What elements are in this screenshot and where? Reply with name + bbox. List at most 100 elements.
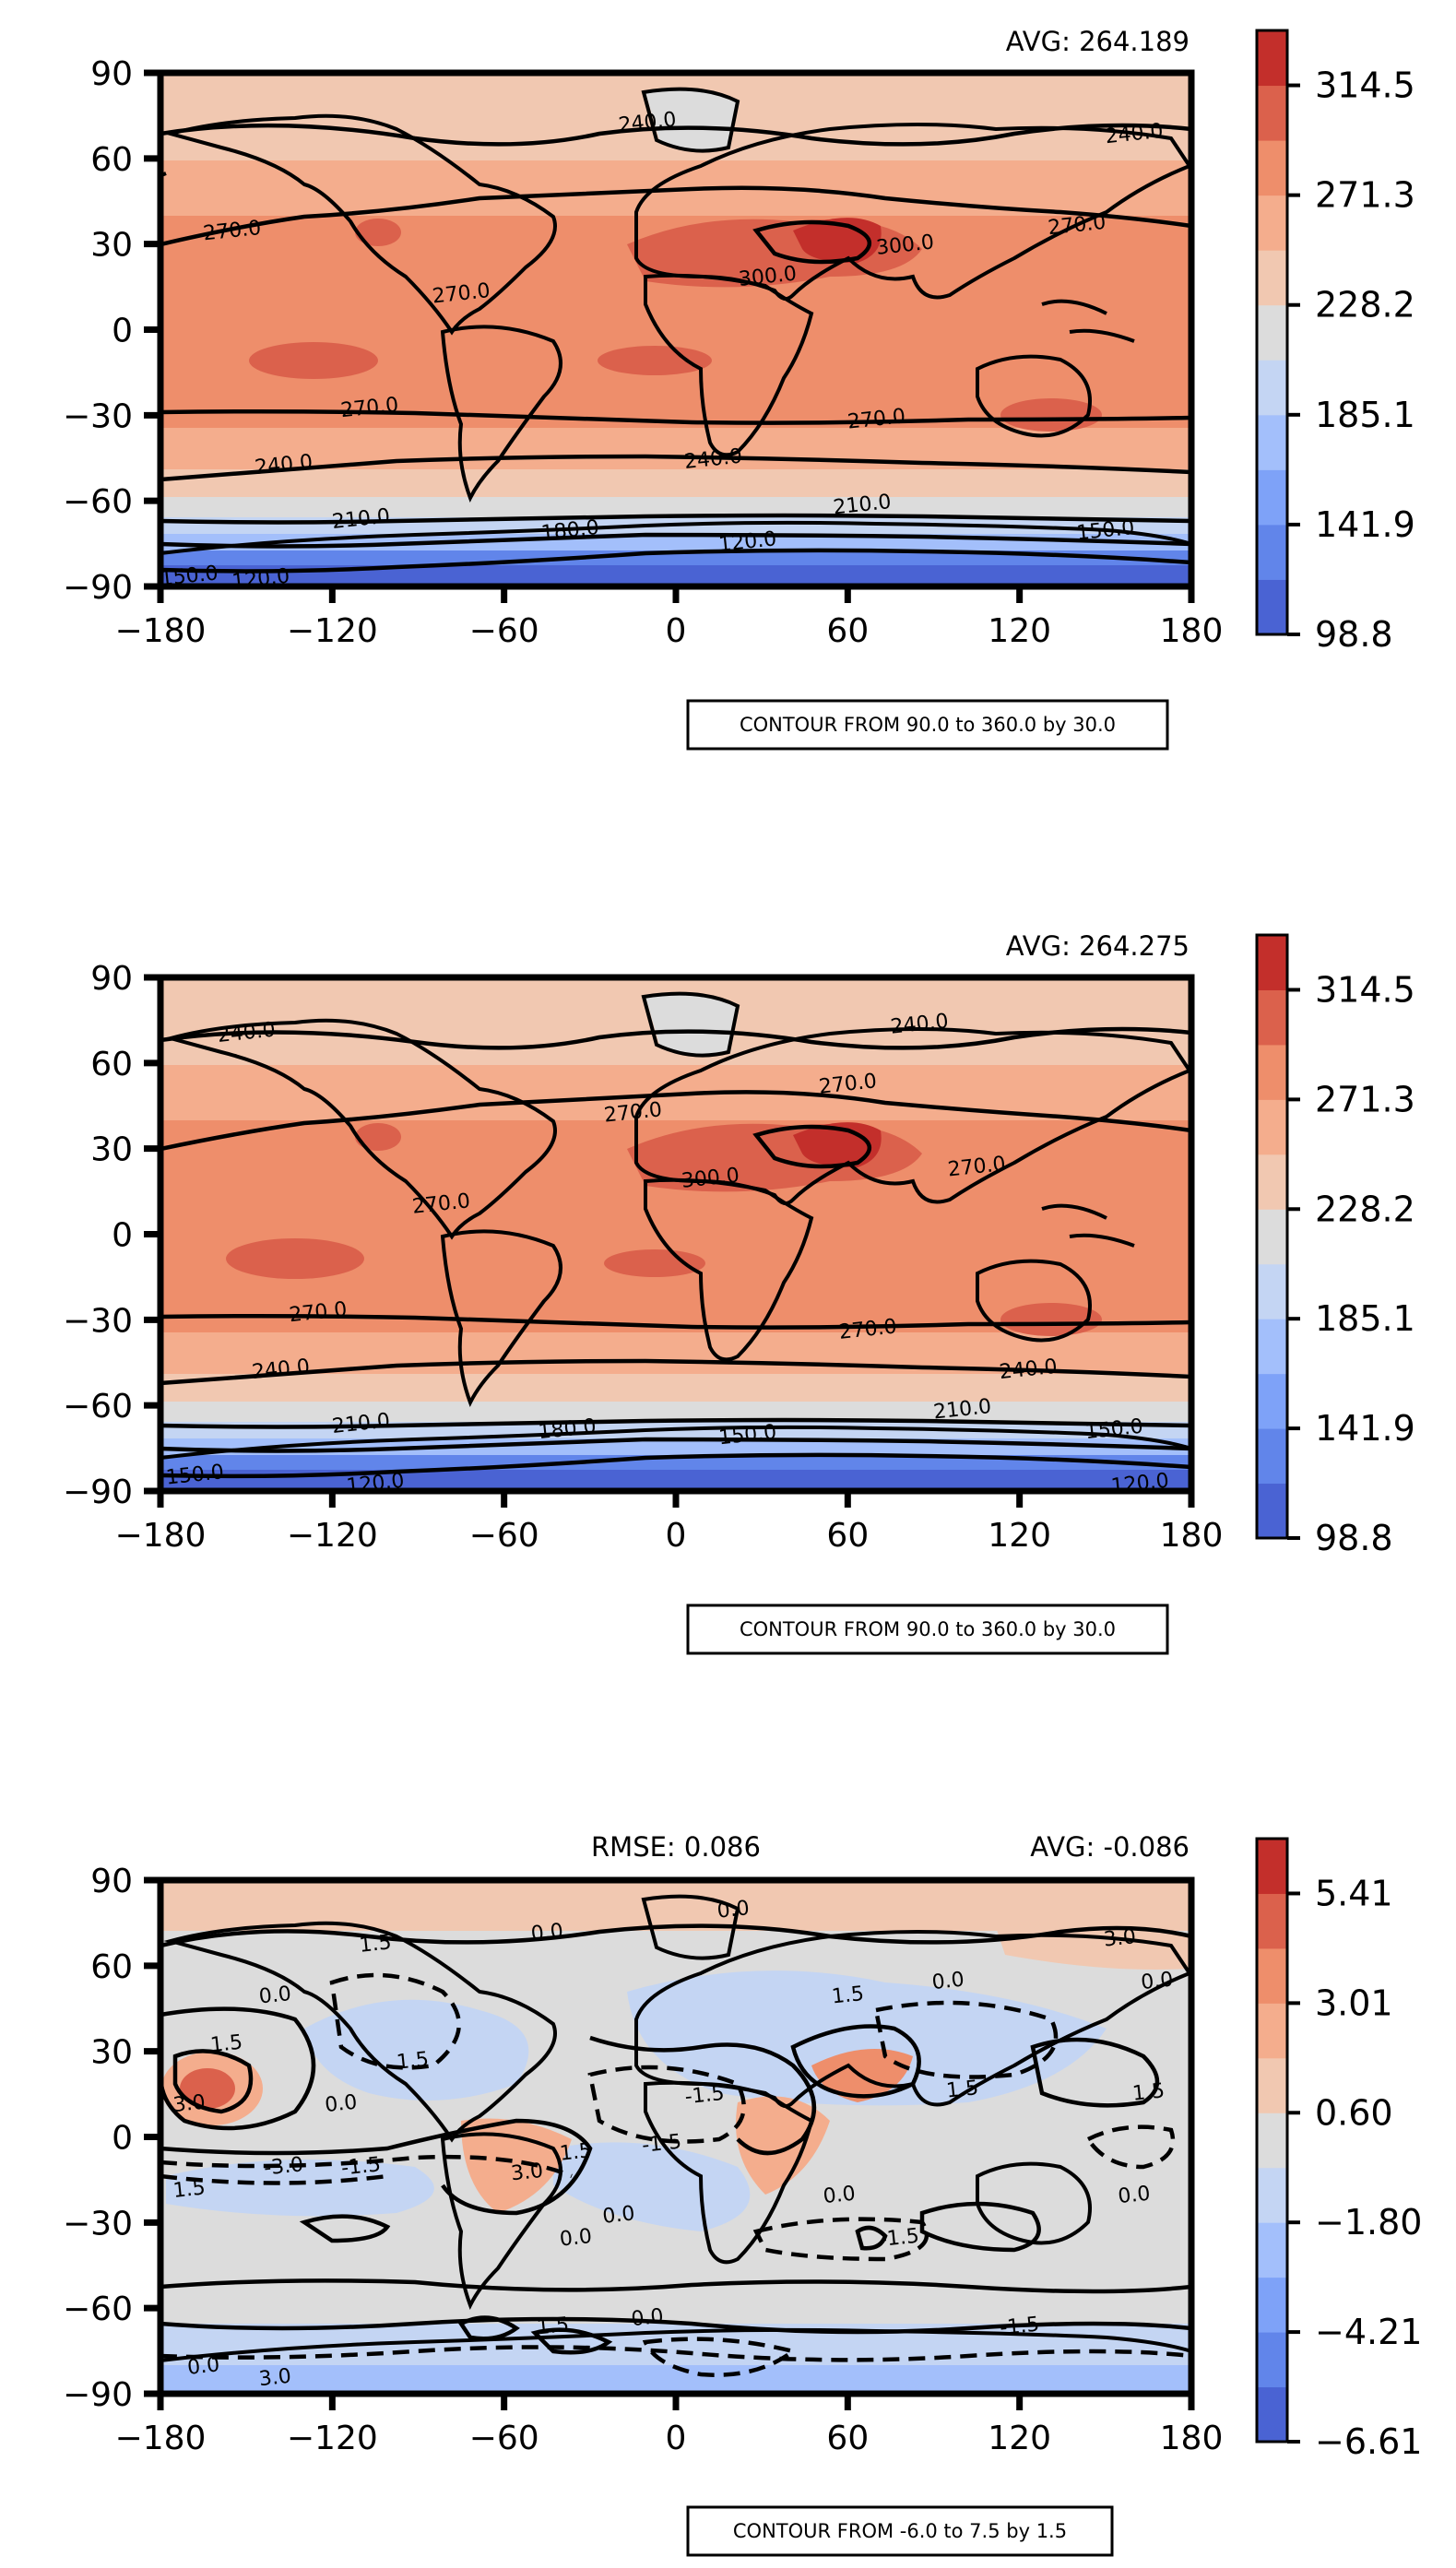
colorbar-tick-label: 141.9 bbox=[1315, 1408, 1415, 1449]
band-antarctic-cold bbox=[160, 2365, 1191, 2394]
greenland-ice bbox=[645, 994, 738, 1056]
colorbar-tick-label: 271.3 bbox=[1315, 175, 1415, 216]
colorbar-segment bbox=[1257, 304, 1287, 361]
band-south-ice-edge bbox=[160, 497, 1191, 517]
contour-label: 0.0 bbox=[324, 2091, 358, 2118]
y-tick-label: −60 bbox=[63, 1388, 133, 1426]
y-tick-label: 90 bbox=[90, 55, 133, 93]
y-tick-label: 30 bbox=[90, 2034, 133, 2072]
y-axis: 90 60 30 0 −30 −60 −90 bbox=[63, 960, 160, 1511]
contour-label: 0.0 bbox=[930, 1969, 965, 1995]
contour-label: 3.0 bbox=[172, 2091, 207, 2118]
warm-pool-pacific bbox=[249, 342, 378, 379]
colorbar-segment bbox=[1257, 524, 1287, 580]
y-axis: 90 60 30 0 −30 −60 −90 bbox=[63, 1863, 160, 2414]
band-antarctic-3 bbox=[160, 550, 1191, 565]
colorbar-tick-label: 228.2 bbox=[1315, 285, 1415, 325]
contour-label: 0.0 bbox=[530, 1920, 564, 1947]
colorbar-segment bbox=[1257, 360, 1287, 416]
colorbar-tick-label: 98.8 bbox=[1315, 1518, 1393, 1558]
contour-label: 1.5 bbox=[536, 2314, 570, 2340]
contour-label: 1.5 bbox=[396, 2048, 430, 2075]
y-tick-label: −30 bbox=[63, 397, 133, 435]
colorbar-segment bbox=[1257, 1044, 1287, 1100]
y-tick-label: 0 bbox=[112, 2120, 133, 2158]
colorbar-segment bbox=[1257, 85, 1287, 141]
colorbar: 314.5 271.3 228.2 185.1 141.9 98.8 bbox=[1255, 29, 1415, 655]
contour-note: CONTOUR FROM -6.0 to 7.5 by 1.5 bbox=[733, 2520, 1067, 2542]
x-tick-label: 0 bbox=[666, 2420, 687, 2457]
y-tick-label: 60 bbox=[90, 1948, 133, 1986]
colorbar-tick-label: 98.8 bbox=[1315, 614, 1393, 655]
band-south-sub bbox=[160, 469, 1191, 497]
contour-label: 0.0 bbox=[1140, 1969, 1174, 1995]
colorbar-segment bbox=[1257, 195, 1287, 251]
avg-label: AVG: 264.275 bbox=[1006, 930, 1190, 962]
avg-label: AVG: 264.189 bbox=[1006, 26, 1190, 57]
contour-lines bbox=[160, 1923, 1191, 2355]
colorbar-frame bbox=[1255, 29, 1289, 636]
x-axis: −180 −120 −60 0 60 120 180 bbox=[115, 2394, 1224, 2457]
x-tick-label: 180 bbox=[1160, 2420, 1224, 2457]
contour-label: 0.0 bbox=[716, 1897, 751, 1923]
x-tick-label: −60 bbox=[469, 612, 539, 650]
contour-label: 0.0 bbox=[601, 2202, 635, 2229]
coastlines bbox=[160, 1894, 1191, 2362]
colorbar: 5.41 3.01 0.60 −1.80 −4.21 −6.61 bbox=[1255, 1837, 1422, 2462]
map-field bbox=[160, 73, 1191, 586]
colorbar-tick-label: 0.60 bbox=[1315, 2092, 1393, 2133]
band-south-mid bbox=[160, 1332, 1191, 1374]
x-tick-label: −120 bbox=[287, 1517, 378, 1555]
colorbar-segment bbox=[1257, 2222, 1287, 2278]
contour-label: 1.5 bbox=[172, 2176, 207, 2203]
y-tick-label: −60 bbox=[63, 483, 133, 521]
colorbar-segment bbox=[1257, 989, 1287, 1046]
y-tick-label: 30 bbox=[90, 227, 133, 265]
contour-label: -1.5 bbox=[999, 2314, 1040, 2340]
contour-label: 0.0 bbox=[559, 2225, 593, 2252]
panel-top: AVG: 264.189 bbox=[63, 26, 1415, 751]
contour-label: 1.5 bbox=[209, 2031, 243, 2058]
y-tick-label: −90 bbox=[63, 1473, 133, 1511]
avg-label: AVG: -0.086 bbox=[1030, 1831, 1190, 1863]
colorbar-segment bbox=[1257, 2277, 1287, 2333]
contour-label: 1.5 bbox=[831, 1982, 865, 2009]
colorbar-tick-label: 5.41 bbox=[1315, 1873, 1393, 1913]
contour-note: CONTOUR FROM 90.0 to 360.0 by 30.0 bbox=[740, 1618, 1116, 1640]
y-tick-label: 0 bbox=[112, 1217, 133, 1255]
x-tick-label: 60 bbox=[826, 612, 869, 650]
cool-region-southpacific bbox=[166, 2160, 434, 2217]
x-tick-label: 120 bbox=[988, 612, 1051, 650]
colorbar-segment bbox=[1257, 1263, 1287, 1320]
rmse-label: RMSE: 0.086 bbox=[591, 1831, 761, 1863]
colorbar-tick-label: 3.01 bbox=[1315, 1982, 1393, 2023]
y-tick-label: 90 bbox=[90, 960, 133, 998]
contour-label: -3.0 bbox=[263, 2153, 304, 2180]
contour-label: 1.5 bbox=[559, 2139, 593, 2166]
band-south-ice-edge bbox=[160, 1402, 1191, 1422]
colorbar-tick-label: 314.5 bbox=[1315, 65, 1415, 106]
x-tick-label: 120 bbox=[988, 1517, 1051, 1555]
colorbar-frame bbox=[1255, 933, 1289, 1540]
warm-core-pacific bbox=[180, 2068, 235, 2109]
x-tick-label: 180 bbox=[1160, 1517, 1224, 1555]
contour-label: -1.5 bbox=[684, 2082, 726, 2109]
colorbar-tick-label: −6.61 bbox=[1315, 2421, 1422, 2462]
x-tick-label: −180 bbox=[115, 1517, 207, 1555]
y-tick-label: −60 bbox=[63, 2290, 133, 2328]
contour-label: 3.0 bbox=[1103, 1925, 1137, 1952]
background-neutral bbox=[160, 1880, 1191, 2394]
band-south-mid bbox=[160, 428, 1191, 469]
x-tick-label: −60 bbox=[469, 2420, 539, 2457]
contour-label: -1.5 bbox=[879, 2225, 920, 2252]
colorbar-segment bbox=[1257, 1947, 1287, 2004]
contour-label: 0.0 bbox=[258, 1982, 292, 2009]
y-tick-label: −30 bbox=[63, 2205, 133, 2243]
colorbar-segment bbox=[1257, 2332, 1287, 2388]
band-south-sub bbox=[160, 1374, 1191, 1402]
colorbar-tick-label: −1.80 bbox=[1315, 2202, 1422, 2243]
colorbar-segment bbox=[1257, 30, 1287, 87]
colorbar-tick-label: 185.1 bbox=[1315, 1298, 1415, 1339]
greenland-ice bbox=[645, 89, 738, 151]
